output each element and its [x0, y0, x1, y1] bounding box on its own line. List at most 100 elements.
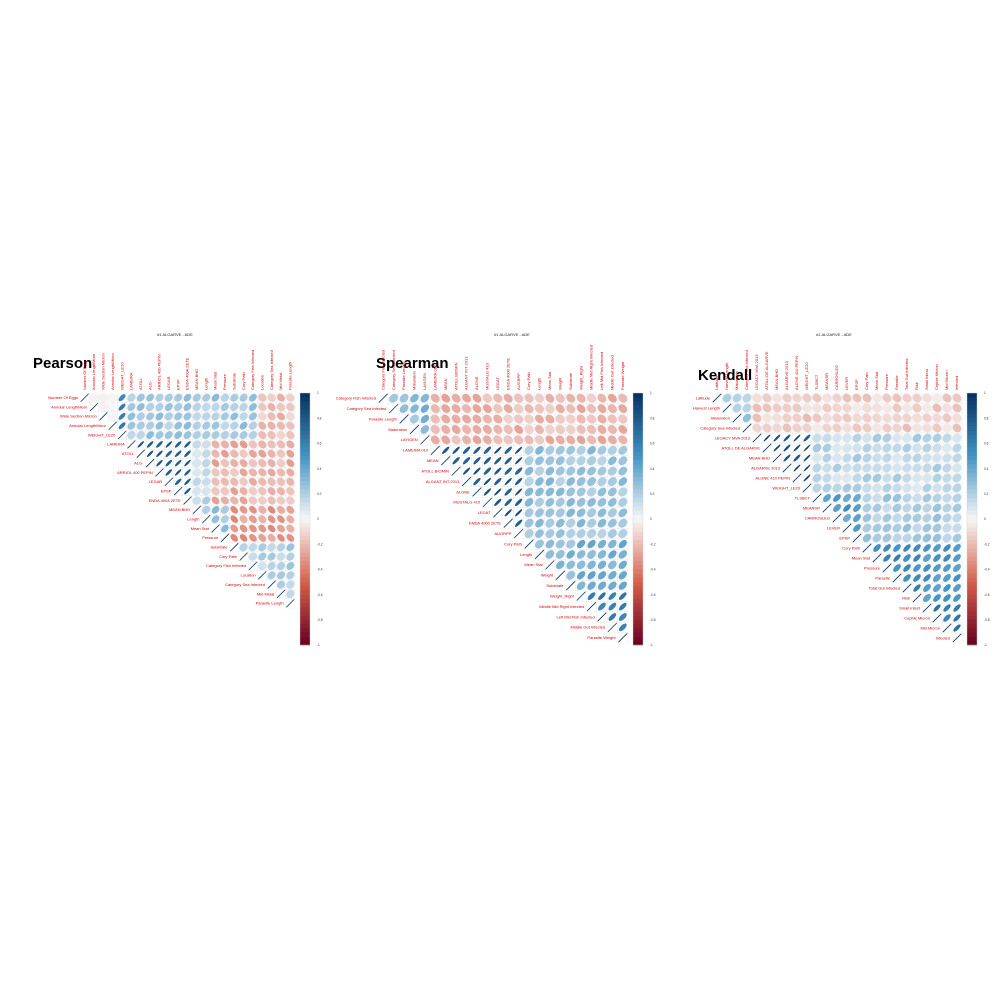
corr-ellipse: [504, 467, 512, 475]
corr-ellipse: [903, 564, 911, 572]
corr-ellipse: [832, 413, 842, 423]
corr-ellipse: [608, 550, 617, 559]
corr-ellipse: [872, 443, 882, 453]
corr-ellipse: [267, 459, 276, 468]
corr-ellipse: [882, 433, 892, 443]
colorbar-segment: [300, 426, 310, 432]
corr-ellipse: [862, 393, 872, 403]
row-label: MEAN BHD: [749, 455, 770, 460]
corr-ellipse: [872, 513, 882, 523]
corr-ellipse: [922, 533, 932, 543]
corr-ellipse: [155, 431, 164, 440]
colorbar-tick: 1: [650, 391, 652, 395]
colorbar-tick: -0.8: [984, 618, 990, 622]
colorbar-segment: [300, 640, 310, 646]
corr-ellipse: [249, 505, 257, 514]
corr-ellipse: [862, 483, 872, 493]
corr-ellipse: [202, 496, 211, 505]
corr-ellipse: [597, 476, 607, 487]
corr-ellipse: [576, 560, 586, 570]
corr-ellipse: [773, 434, 781, 442]
corr-ellipse: [201, 449, 211, 458]
corr-ellipse: [576, 529, 586, 539]
corr-ellipse: [803, 474, 811, 482]
row-label: MEANSR: [803, 505, 820, 510]
corr-ellipse: [286, 440, 295, 449]
corr-ellipse: [201, 402, 211, 412]
corr-ellipse: [165, 441, 173, 448]
corr-ellipse: [922, 503, 932, 513]
colorbar-tick: 0.6: [317, 442, 322, 446]
corr-ellipse: [276, 505, 286, 514]
corr-ellipse: [493, 403, 503, 414]
corr-ellipse: [943, 554, 951, 562]
corr-ellipse: [576, 393, 586, 403]
corr-ellipse: [587, 497, 596, 507]
corr-ellipse: [155, 421, 164, 430]
corr-ellipse: [211, 449, 220, 458]
corr-ellipse: [812, 393, 822, 403]
corr-ellipse: [184, 441, 191, 448]
corr-ellipse: [943, 614, 951, 622]
diagonal-mark: [722, 403, 732, 413]
corr-ellipse: [524, 393, 534, 403]
colorbar-segment: [967, 611, 977, 616]
corr-ellipse: [822, 453, 832, 463]
corr-ellipse: [545, 477, 555, 486]
colorbar-segment: [300, 464, 310, 469]
corr-ellipse: [267, 506, 276, 514]
corr-ellipse: [822, 483, 832, 493]
colorbar-segment: [300, 393, 310, 398]
corr-ellipse: [514, 477, 523, 486]
row-label: Middle Gut Infected: [570, 625, 605, 630]
row-label: Length: [520, 552, 532, 557]
corr-ellipse: [462, 424, 472, 434]
corr-ellipse: [587, 581, 596, 590]
column-label: EPSP: [854, 379, 859, 390]
corr-ellipse: [503, 414, 513, 424]
corr-ellipse: [514, 509, 523, 517]
corr-ellipse: [597, 445, 607, 455]
corr-ellipse: [286, 412, 295, 421]
corr-ellipse: [872, 483, 882, 493]
corr-ellipse: [566, 404, 576, 414]
corr-ellipse: [618, 425, 628, 434]
corr-ellipse: [952, 523, 962, 533]
corr-ellipse: [482, 414, 492, 424]
corr-ellipse: [922, 403, 932, 413]
corr-ellipse: [586, 487, 597, 497]
corr-ellipse: [146, 441, 154, 448]
corr-ellipse: [607, 393, 617, 403]
corr-ellipse: [618, 550, 628, 559]
column-label: Cory Path: [526, 372, 531, 390]
corr-ellipse: [164, 421, 173, 430]
corr-ellipse: [893, 564, 901, 572]
corr-ellipse: [822, 473, 832, 483]
corr-ellipse: [192, 402, 201, 412]
colorbar-segment: [967, 435, 977, 440]
corr-ellipse: [762, 393, 772, 403]
corr-ellipse: [792, 423, 802, 433]
corr-ellipse: [586, 404, 597, 414]
corr-ellipse: [545, 435, 555, 445]
corr-ellipse: [852, 453, 862, 463]
corr-ellipse: [872, 403, 882, 413]
row-label: Wide Section Micron: [60, 414, 97, 419]
corr-ellipse: [618, 435, 628, 445]
corr-ellipse: [576, 435, 586, 445]
column-label: Category Sea Infected: [391, 350, 396, 390]
corr-ellipse: [893, 554, 901, 562]
diagonal-mark: [503, 518, 513, 528]
diagonal-mark: [892, 573, 902, 583]
corr-ellipse: [782, 403, 792, 413]
corr-ellipse: [286, 496, 295, 505]
corr-ellipse: [483, 488, 492, 496]
corr-ellipse: [184, 469, 191, 476]
column-label: Cory Path: [864, 372, 869, 390]
column-label: MEAN BHD: [774, 369, 779, 390]
corr-ellipse: [902, 453, 912, 463]
corr-ellipse: [862, 523, 872, 533]
corr-ellipse: [832, 393, 842, 403]
corr-ellipse: [607, 445, 617, 455]
